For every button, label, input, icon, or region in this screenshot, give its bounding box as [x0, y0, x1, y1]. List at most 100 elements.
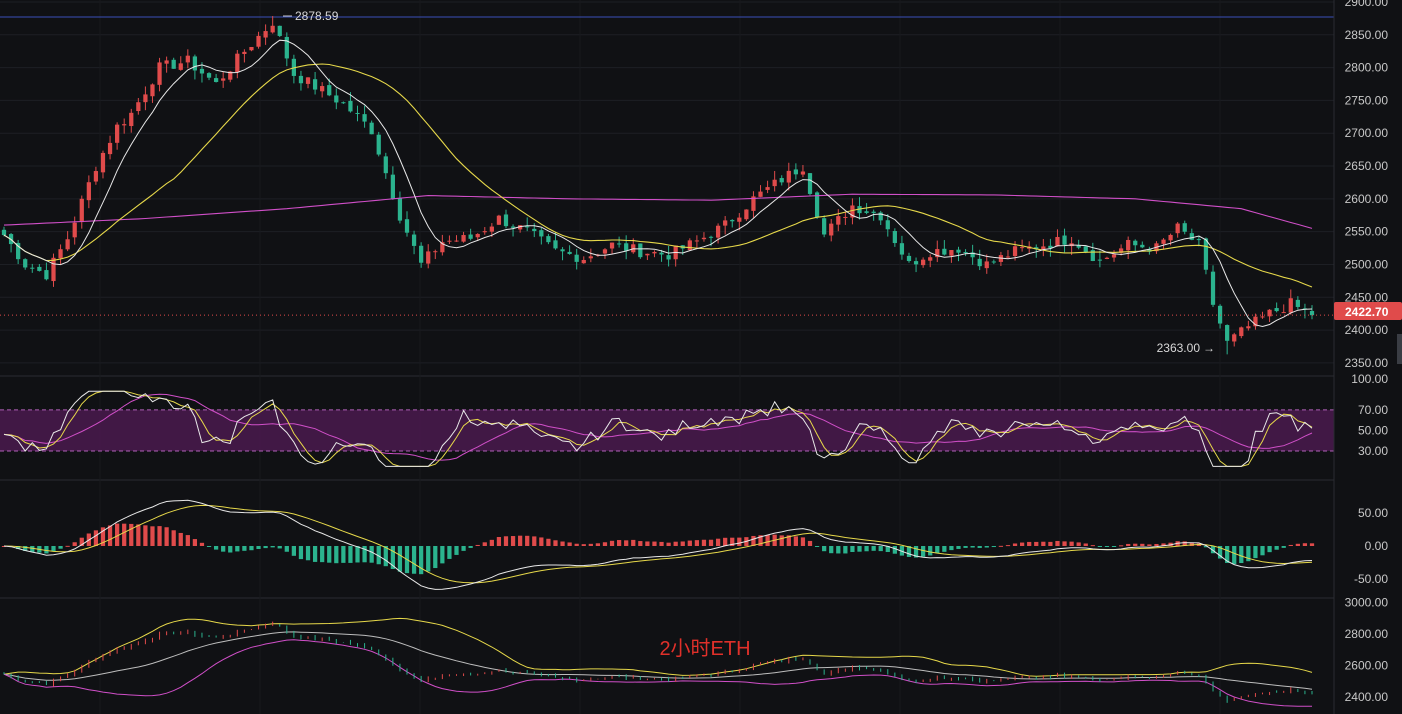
candle-body — [468, 234, 473, 239]
candle-body — [503, 214, 509, 227]
candle-body — [1295, 299, 1300, 307]
candle-body — [1196, 239, 1201, 241]
candle-body — [221, 78, 226, 81]
macd-histogram-bar — [701, 539, 707, 546]
candle-body — [659, 252, 664, 255]
macd-histogram-bar — [433, 546, 438, 569]
macd-histogram-bar — [758, 535, 763, 546]
macd-histogram-bar — [546, 538, 551, 546]
candle-body — [51, 257, 56, 282]
candle-body — [772, 179, 777, 187]
macd-histogram-bar — [1239, 546, 1244, 564]
candle-body — [164, 60, 169, 64]
candle-body — [822, 218, 827, 235]
macd-histogram-bar — [949, 546, 954, 551]
bollinger-panel[interactable] — [3, 617, 1313, 707]
candle-body — [687, 240, 692, 251]
macd-histogram-bar — [1168, 542, 1173, 546]
candle-body — [1126, 239, 1131, 251]
candle-body — [807, 173, 813, 194]
macd-histogram-bar — [411, 546, 417, 574]
macd-histogram-bar — [751, 535, 756, 546]
candle-body — [115, 124, 120, 143]
macd-histogram-bar — [1232, 546, 1237, 565]
macd-histogram-bar — [150, 526, 155, 546]
macd-histogram-bar — [348, 546, 353, 563]
macd-tick-label: 50.00 — [1358, 506, 1388, 520]
candle-body — [136, 102, 141, 112]
candle-body — [355, 112, 360, 114]
candle-body — [327, 85, 332, 96]
macd-histogram-bar — [136, 524, 141, 546]
macd-histogram-bar — [525, 535, 530, 546]
macd-histogram-bar — [645, 541, 650, 546]
candle-body — [638, 243, 643, 258]
macd-histogram-bar — [807, 540, 813, 546]
candle-body — [928, 257, 933, 261]
ma-slow-line — [3, 63, 1313, 288]
rsi-mid-line — [3, 390, 1313, 467]
candle-body — [461, 235, 466, 242]
candle-body — [397, 197, 403, 221]
macd-histogram-bar — [553, 540, 558, 546]
candle-body — [411, 234, 417, 246]
candle-body — [482, 231, 487, 233]
price-panel[interactable] — [0, 16, 1334, 355]
candle-body — [1133, 240, 1138, 246]
candle-body — [723, 220, 728, 226]
macd-histogram-bar — [624, 540, 629, 546]
scroll-handle[interactable] — [1397, 334, 1402, 364]
candle-body — [489, 226, 494, 232]
macd-histogram-bar — [129, 523, 134, 546]
price-tick-label: 2750.00 — [1345, 93, 1389, 107]
candle-body — [560, 249, 565, 252]
candle-body — [850, 205, 855, 218]
price-axis: 2900.00 2850.00 2800.00 2750.00 2700.00 2650.… — [1333, 0, 1402, 714]
macd-histogram-bar — [468, 546, 473, 548]
macd-histogram-bar — [906, 546, 912, 557]
macd-histogram-bar — [192, 539, 198, 546]
macd-histogram-bar — [984, 546, 989, 548]
last-price-tag: 2422.70 — [1334, 302, 1402, 320]
macd-histogram-bar — [1012, 543, 1018, 546]
macd-histogram-bar — [1274, 546, 1279, 550]
candle-body — [1309, 310, 1315, 316]
macd-histogram-bar — [397, 546, 403, 572]
candle-body — [1111, 254, 1117, 258]
macd-histogram-bar — [461, 546, 466, 551]
candle-body — [171, 59, 176, 69]
macd-histogram-bar — [58, 546, 63, 549]
macd-histogram-bar — [115, 523, 120, 546]
rsi-panel[interactable] — [0, 390, 1334, 467]
candle-body — [348, 100, 353, 112]
macd-histogram-bar — [79, 537, 84, 546]
candle-body — [383, 156, 388, 174]
macd-histogram-bar — [65, 545, 70, 547]
candle-body — [192, 56, 198, 71]
price-tick-label: 2600.00 — [1345, 192, 1389, 206]
macd-line — [3, 499, 1313, 590]
macd-histogram-bar — [963, 546, 968, 548]
candle-body — [977, 258, 982, 267]
candle-body — [800, 171, 806, 175]
last-price-label: 2422.70 — [1345, 305, 1389, 319]
candle-body — [666, 255, 671, 260]
candle-body — [956, 249, 961, 253]
macd-histogram-bar — [793, 536, 798, 546]
macd-histogram-bar — [228, 546, 233, 553]
macd-histogram-bar — [1253, 546, 1258, 559]
macd-histogram-bar — [1027, 541, 1032, 546]
macd-histogram-bar — [1281, 546, 1286, 548]
macd-panel[interactable] — [1, 499, 1315, 590]
macd-histogram-bar — [921, 546, 926, 557]
candle-body — [447, 240, 452, 242]
macd-histogram-bar — [864, 546, 869, 552]
macd-histogram-bar — [680, 541, 685, 546]
macd-histogram-bar — [1133, 543, 1138, 546]
macd-histogram-bar — [426, 546, 431, 572]
macd-histogram-bar — [1104, 546, 1110, 547]
macd-histogram-bar — [496, 537, 502, 546]
macd-histogram-bar — [206, 546, 212, 547]
